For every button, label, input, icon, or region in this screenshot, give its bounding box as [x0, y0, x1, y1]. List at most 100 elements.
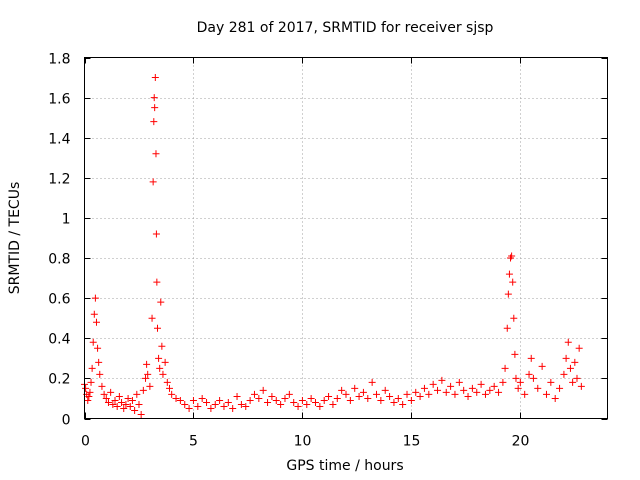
data-point — [390, 398, 398, 406]
data-point — [86, 388, 94, 396]
data-point — [569, 378, 577, 386]
data-point — [551, 394, 559, 402]
x-tick-label: 15 — [403, 434, 421, 450]
data-point — [527, 354, 535, 362]
data-point — [529, 374, 537, 382]
data-point — [122, 400, 130, 408]
data-point — [377, 396, 385, 404]
data-point — [144, 370, 152, 378]
data-point — [481, 390, 489, 398]
data-point — [566, 364, 574, 372]
data-point — [91, 294, 99, 302]
data-point — [333, 394, 341, 402]
data-point — [425, 390, 433, 398]
data-point — [560, 370, 568, 378]
data-point — [152, 230, 160, 238]
data-point — [509, 278, 517, 286]
data-point — [100, 390, 108, 398]
data-point — [451, 390, 459, 398]
data-point — [505, 270, 513, 278]
data-point — [131, 406, 139, 414]
y-tick-label: 0.4 — [48, 332, 70, 348]
data-point — [142, 374, 150, 382]
data-point — [460, 386, 468, 394]
data-point — [468, 384, 476, 392]
data-point — [126, 402, 134, 410]
data-point — [90, 310, 98, 318]
data-point — [455, 378, 463, 386]
data-point — [135, 400, 143, 408]
data-point — [464, 392, 472, 400]
data-points — [81, 74, 585, 418]
data-point — [434, 386, 442, 394]
x-tick-label: 5 — [189, 434, 198, 450]
data-point — [148, 314, 156, 322]
data-point — [181, 400, 189, 408]
data-point — [495, 388, 503, 396]
data-point — [514, 384, 522, 392]
data-point — [272, 396, 280, 404]
data-point — [364, 394, 372, 402]
data-point — [229, 404, 237, 412]
y-tick-label: 0 — [62, 413, 71, 429]
data-point — [137, 410, 145, 418]
data-point — [399, 400, 407, 408]
data-point — [562, 354, 570, 362]
data-point — [224, 398, 232, 406]
data-point — [501, 364, 509, 372]
data-point — [150, 118, 158, 126]
data-point — [511, 350, 519, 358]
data-point — [303, 400, 311, 408]
data-point — [355, 392, 363, 400]
data-point — [95, 358, 103, 366]
data-point — [503, 324, 511, 332]
data-point — [98, 382, 106, 390]
data-point — [220, 402, 228, 410]
data-point — [477, 380, 485, 388]
y-tick-label: 1.6 — [48, 92, 70, 108]
data-point — [143, 360, 151, 368]
data-point — [104, 398, 112, 406]
data-point — [246, 396, 254, 404]
data-point — [381, 386, 389, 394]
data-point — [521, 390, 529, 398]
data-point — [163, 378, 171, 386]
data-point — [157, 298, 165, 306]
data-point — [89, 338, 97, 346]
data-point — [242, 402, 250, 410]
data-point — [203, 398, 211, 406]
data-point — [394, 394, 402, 402]
data-point — [92, 318, 100, 326]
data-point — [207, 404, 215, 412]
data-point — [504, 290, 512, 298]
data-point — [255, 394, 263, 402]
data-point — [294, 402, 302, 410]
data-point — [429, 380, 437, 388]
data-point — [139, 386, 147, 394]
data-point — [172, 394, 180, 402]
data-point — [316, 402, 324, 410]
data-point — [211, 400, 219, 408]
data-point — [373, 390, 381, 398]
axis-ticks — [84, 57, 608, 420]
data-point — [281, 394, 289, 402]
data-point — [149, 178, 157, 186]
data-point — [329, 400, 337, 408]
data-point — [486, 386, 494, 394]
data-point — [547, 378, 555, 386]
data-point — [407, 396, 415, 404]
data-point — [264, 398, 272, 406]
data-point — [268, 392, 276, 400]
chart-title: Day 281 of 2017, SRMTID for receiver sjs… — [197, 20, 494, 36]
data-point — [128, 396, 136, 404]
data-point — [124, 394, 132, 402]
data-point — [259, 386, 267, 394]
data-point — [158, 342, 166, 350]
data-point — [577, 382, 585, 390]
data-point — [573, 374, 581, 382]
data-point — [216, 396, 224, 404]
data-point — [571, 358, 579, 366]
plot-frame — [84, 57, 608, 419]
data-point — [285, 390, 293, 398]
